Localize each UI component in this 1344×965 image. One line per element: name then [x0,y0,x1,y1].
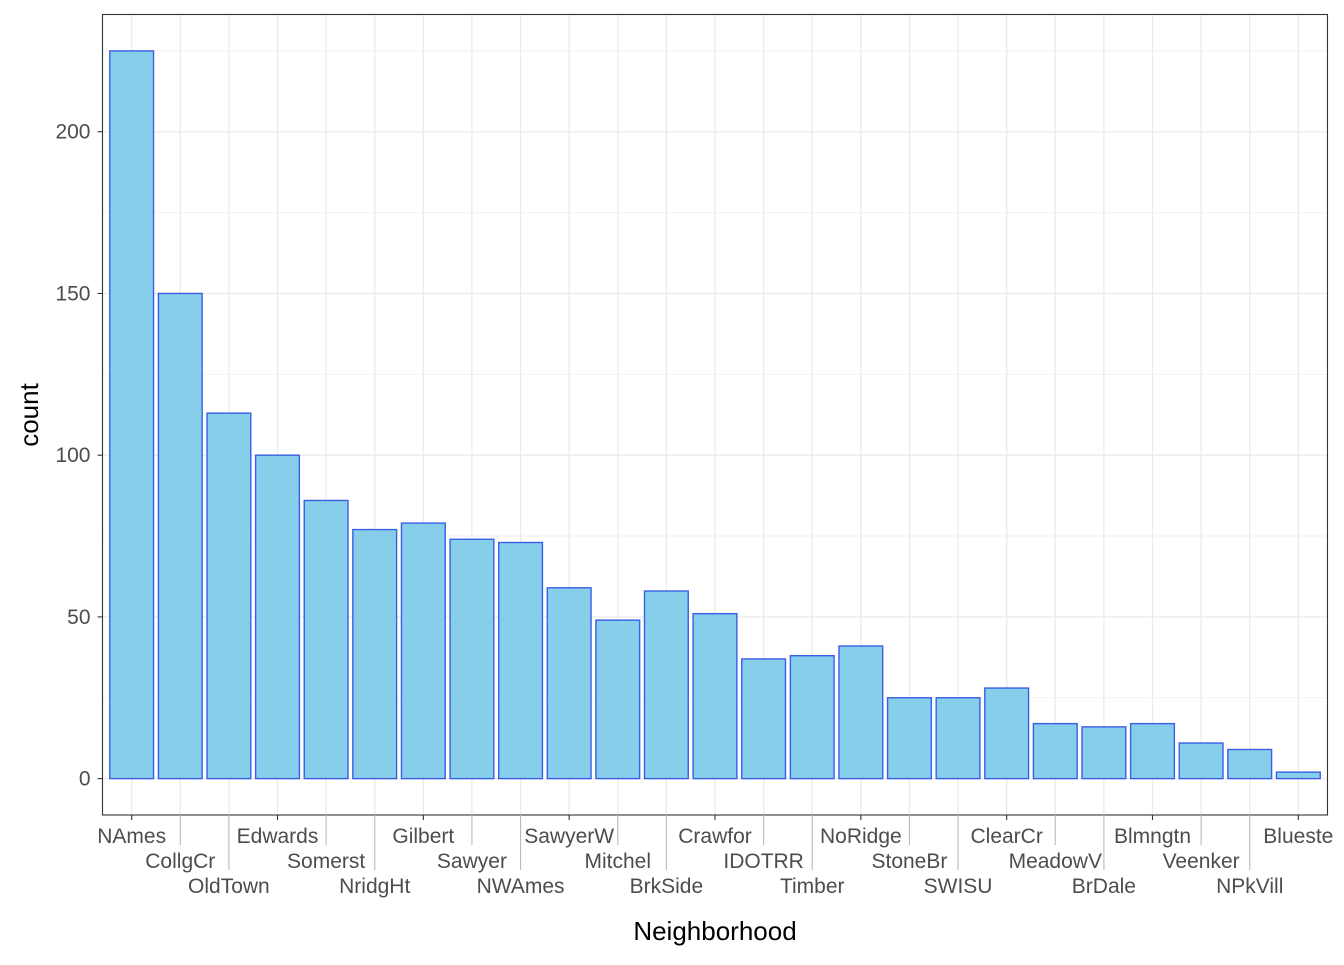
x-tick-label: SawyerW [524,825,614,848]
bar-Gilbert [400,522,446,780]
bar-NoRidge [838,645,884,780]
bar-BrkSide [643,590,689,780]
bar-ClearCr [984,687,1030,780]
y-tick-label: 0 [79,768,91,791]
x-tick-label: BrDale [1072,875,1136,898]
x-tick-label: Gilbert [392,825,454,848]
bar-Edwards [254,454,301,780]
x-tick-label: Crawfor [678,825,752,848]
x-tick-label: NridgHt [339,875,410,898]
bar-Somerst [303,499,349,780]
bar-Veenker [1178,742,1224,780]
x-tick-label: Sawyer [437,850,507,873]
x-tick-label: NAmes [97,825,166,848]
bar-SawyerW [546,587,592,780]
bar-Blmngtn [1129,722,1176,780]
x-axis-title: Neighborhood [633,916,796,946]
bar-Sawyer [449,538,495,780]
bar-Crawfor [692,612,738,780]
x-tick-label: Somerst [287,850,365,873]
bar-OldTown [206,412,252,780]
x-tick-label: StoneBr [871,850,947,873]
x-tick-label: NoRidge [820,825,902,848]
x-tick-label: Timber [780,875,845,898]
x-tick-label: OldTown [188,875,270,898]
y-tick-label: 150 [55,282,90,305]
y-tick-label: 100 [55,444,90,467]
bar-MeadowV [1032,722,1078,780]
bar-NridgHt [352,528,398,780]
x-tick-label: BrkSide [630,875,704,898]
x-tick-label: CollgCr [145,850,215,873]
bar-CollgCr [157,292,203,780]
bar-SWISU [935,697,981,780]
x-tick-label: MeadowV [1009,850,1102,873]
x-tick-label: Edwards [237,825,319,848]
x-tick-label: NPkVill [1216,875,1283,898]
y-tick-label: 200 [55,121,90,144]
bar-Mitchel [595,619,641,780]
x-tick-label: Veenker [1163,850,1240,873]
bar-IDOTRR [741,658,787,780]
x-tick-label: Mitchel [585,850,652,873]
x-tick-label: Blmngtn [1114,825,1191,848]
x-tick-label: ClearCr [970,825,1042,848]
y-tick-label: 50 [67,606,90,629]
bars [109,50,1321,780]
bar-BrDale [1081,726,1127,780]
bar-StoneBr [886,697,933,780]
bar-NPkVill [1227,748,1273,780]
bar-Timber [789,655,835,780]
x-tick-label: SWISU [924,875,993,898]
bar-NAmes [109,50,155,780]
y-axis-title: count [14,382,44,446]
bar-Blueste [1275,771,1321,780]
x-tick-label: Blueste [1263,825,1333,848]
y-axis: 0 50 100 150 200 [55,121,103,791]
bar-NWAmes [497,541,544,780]
x-tick-label: IDOTRR [723,850,804,873]
x-tick-label: NWAmes [477,875,565,898]
